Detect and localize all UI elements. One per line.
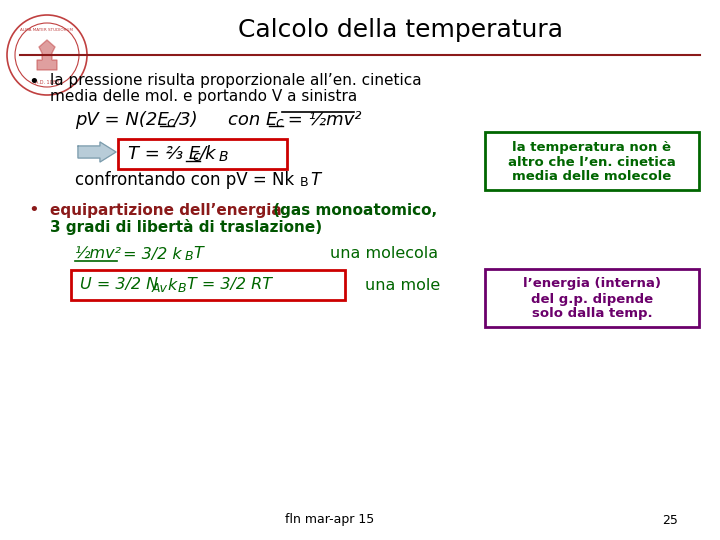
Text: solo dalla temp.: solo dalla temp. — [531, 307, 652, 321]
Text: una mole: una mole — [365, 278, 440, 293]
FancyBboxPatch shape — [485, 269, 699, 327]
Text: = ½mv²: = ½mv² — [282, 111, 361, 129]
Text: c: c — [275, 116, 283, 130]
Text: U = 3/2 N: U = 3/2 N — [80, 278, 158, 293]
Text: T: T — [310, 171, 320, 189]
Text: la pressione risulta proporzionale all’en. cinetica: la pressione risulta proporzionale all’e… — [50, 72, 422, 87]
Text: media delle molecole: media delle molecole — [513, 171, 672, 184]
Text: •: • — [28, 73, 39, 91]
Text: /3): /3) — [173, 111, 197, 129]
Text: media delle mol. e portando V a sinistra: media delle mol. e portando V a sinistra — [50, 89, 357, 104]
Polygon shape — [78, 142, 116, 162]
Text: la temperatura non è: la temperatura non è — [513, 140, 672, 153]
FancyBboxPatch shape — [485, 132, 699, 190]
Text: ALMA MATER STUDIORUM: ALMA MATER STUDIORUM — [20, 28, 73, 32]
Text: B: B — [185, 251, 194, 264]
Text: B: B — [219, 150, 228, 164]
Text: c: c — [192, 150, 199, 164]
Text: B: B — [178, 281, 186, 294]
Text: equipartizione dell’energia: equipartizione dell’energia — [50, 202, 282, 218]
Text: (gas monoatomico,: (gas monoatomico, — [268, 202, 437, 218]
Text: T: T — [193, 246, 203, 261]
Text: confrontando con pV = Nk: confrontando con pV = Nk — [75, 171, 294, 189]
Text: 25: 25 — [662, 514, 678, 526]
Text: altro che l’en. cinetica: altro che l’en. cinetica — [508, 156, 676, 168]
Polygon shape — [37, 40, 57, 70]
FancyBboxPatch shape — [118, 139, 287, 169]
Text: T = ⅔ E: T = ⅔ E — [128, 145, 200, 163]
Text: 3 gradi di libertà di traslazione): 3 gradi di libertà di traslazione) — [50, 219, 322, 235]
FancyBboxPatch shape — [71, 270, 345, 300]
Text: Calcolo della temperatura: Calcolo della temperatura — [238, 18, 562, 42]
Text: •: • — [28, 201, 39, 219]
Text: B: B — [300, 177, 309, 190]
Text: = 3/2 k: = 3/2 k — [118, 246, 181, 261]
Text: una molecola: una molecola — [330, 246, 438, 261]
Text: /k: /k — [199, 145, 215, 163]
Text: con E: con E — [228, 111, 277, 129]
Text: l’energia (interna): l’energia (interna) — [523, 278, 661, 291]
Text: c: c — [166, 116, 174, 130]
Text: Av: Av — [152, 281, 168, 294]
Text: pV = N(2E: pV = N(2E — [75, 111, 168, 129]
Text: k: k — [167, 278, 176, 293]
Text: A.D. 1088: A.D. 1088 — [35, 79, 59, 84]
Text: del g.p. dipende: del g.p. dipende — [531, 293, 653, 306]
Text: T = 3/2 RT: T = 3/2 RT — [187, 278, 272, 293]
Text: ½mv²: ½mv² — [75, 246, 122, 261]
Text: fln mar-apr 15: fln mar-apr 15 — [285, 514, 374, 526]
